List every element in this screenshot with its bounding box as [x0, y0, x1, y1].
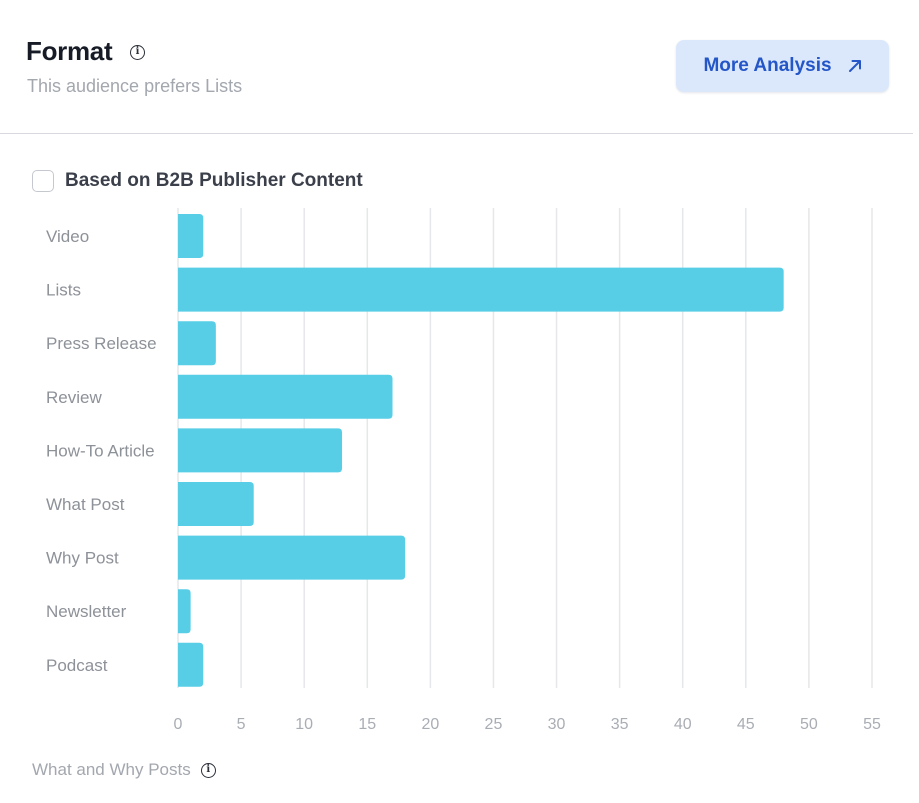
bar-podcast[interactable] [178, 642, 204, 687]
category-label: Press Release [46, 334, 157, 353]
x-tick-label: 15 [358, 716, 376, 733]
category-label: How-To Article [46, 441, 155, 460]
format-bar-chart: Video Lists Press Release Review How-To Arti… [46, 208, 881, 733]
info-icon[interactable]: i [200, 762, 216, 778]
x-tick-label: 45 [737, 716, 755, 733]
footer-note: What and Why Posts i [32, 760, 216, 780]
more-analysis-label: More Analysis [703, 55, 832, 76]
x-tick-label: 30 [548, 716, 566, 733]
footer-note-text: What and Why Posts [32, 760, 191, 779]
category-label: What Post [46, 495, 125, 514]
category-label: Why Post [46, 549, 119, 568]
x-tick-label: 55 [863, 716, 881, 733]
b2b-publisher-checkbox-label[interactable]: Based on B2B Publisher Content [65, 170, 363, 191]
bar-how-to-article[interactable] [178, 428, 343, 473]
category-label: Lists [46, 281, 81, 300]
arrow-up-right-icon [848, 60, 861, 72]
bar-what-post[interactable] [178, 482, 254, 526]
category-label: Review [46, 388, 102, 407]
category-label: Newsletter [46, 602, 127, 621]
publisher-filter: Based on B2B Publisher Content [32, 170, 363, 192]
info-icon[interactable]: i [130, 45, 145, 60]
x-tick-label: 35 [611, 716, 629, 733]
category-label: Podcast [46, 656, 108, 675]
bar-video[interactable] [178, 214, 204, 258]
x-tick-label: 20 [421, 716, 439, 733]
b2b-publisher-checkbox[interactable] [32, 170, 54, 192]
x-tick-label: 5 [237, 716, 246, 733]
bar-newsletter[interactable] [178, 589, 191, 634]
bar-lists[interactable] [178, 267, 784, 312]
more-analysis-button[interactable]: More Analysis [676, 40, 889, 92]
x-tick-label: 10 [295, 716, 313, 733]
category-label: Video [46, 227, 89, 246]
x-tick-label: 50 [800, 716, 818, 733]
card-title: Format [26, 36, 113, 66]
bar-press-release[interactable] [178, 321, 216, 366]
x-tick-label: 40 [674, 716, 692, 733]
bar-review[interactable] [178, 374, 393, 419]
bar-why-post[interactable] [178, 535, 406, 580]
x-tick-label: 25 [485, 716, 503, 733]
card-subtitle: This audience prefers Lists [27, 76, 243, 96]
x-tick-label: 0 [174, 716, 183, 733]
card-header: Format i This audience prefers Lists Mor… [0, 0, 913, 134]
